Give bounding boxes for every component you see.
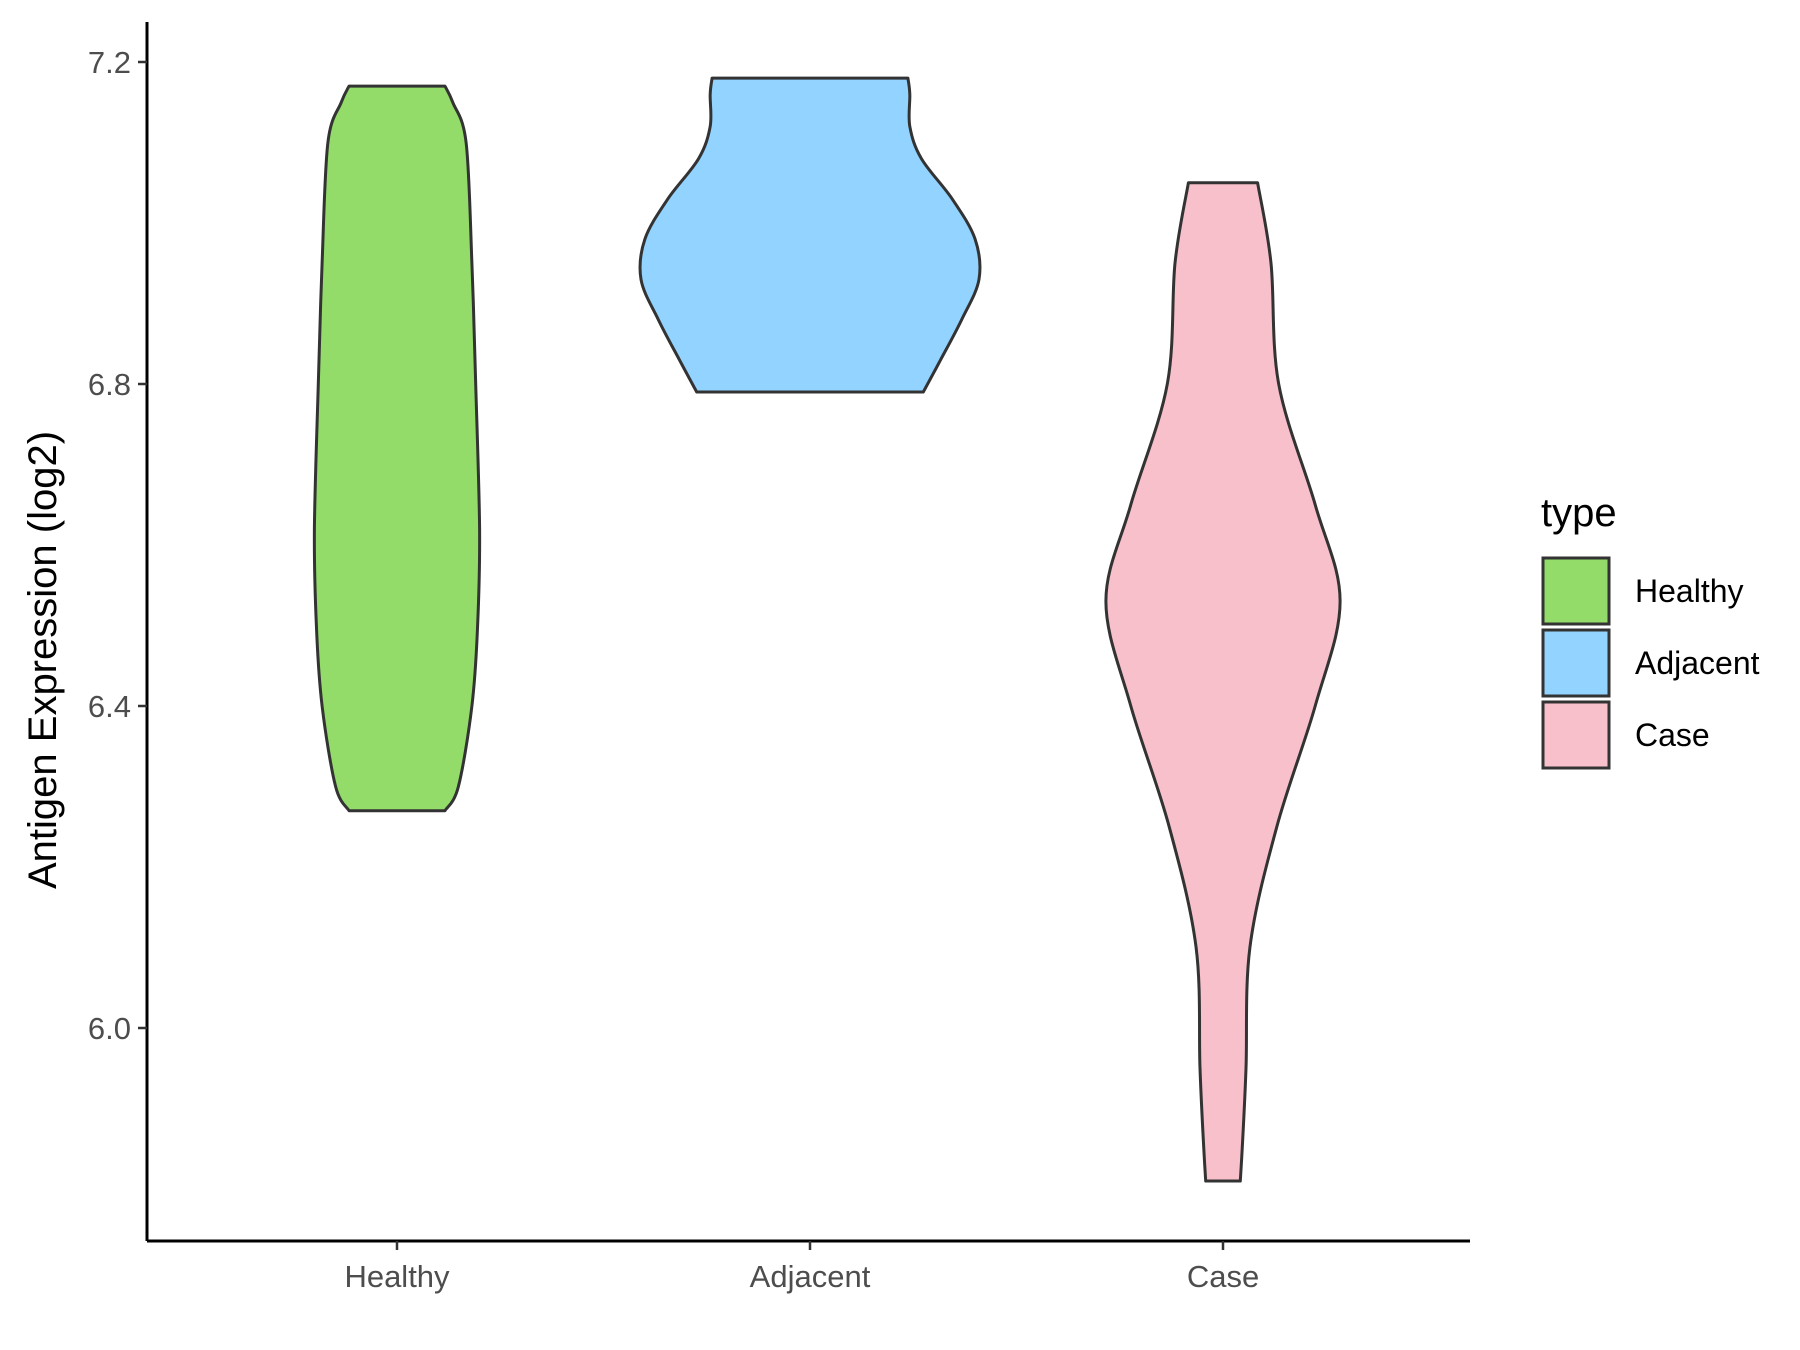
violin-adjacent [638, 76, 982, 394]
legend: type Healthy Adjacent Case [1541, 491, 1760, 770]
legend-key-case [1541, 700, 1611, 770]
legend-key-healthy [1541, 556, 1611, 626]
y-tick-label: 7.2 [88, 45, 131, 80]
x-tick-label: Healthy [344, 1259, 450, 1294]
x-ticks: Healthy Adjacent Case [344, 1241, 1259, 1294]
y-tick-label: 6.8 [88, 367, 131, 402]
violin-healthy [312, 84, 482, 813]
legend-label-adjacent: Adjacent [1635, 645, 1760, 681]
legend-key-adjacent [1541, 628, 1611, 698]
y-axis-label: Antigen Expression (log2) [21, 431, 65, 889]
violin-case [1104, 181, 1342, 1183]
x-tick-label: Adjacent [750, 1259, 871, 1294]
x-tick-label: Case [1187, 1259, 1259, 1294]
y-tick-label: 6.4 [88, 689, 131, 724]
legend-title: type [1541, 491, 1617, 535]
y-ticks: 6.0 6.4 6.8 7.2 [88, 45, 147, 1046]
legend-label-healthy: Healthy [1635, 573, 1744, 609]
y-tick-label: 6.0 [88, 1011, 131, 1046]
legend-label-case: Case [1635, 717, 1710, 753]
violins-group [312, 76, 1342, 1183]
